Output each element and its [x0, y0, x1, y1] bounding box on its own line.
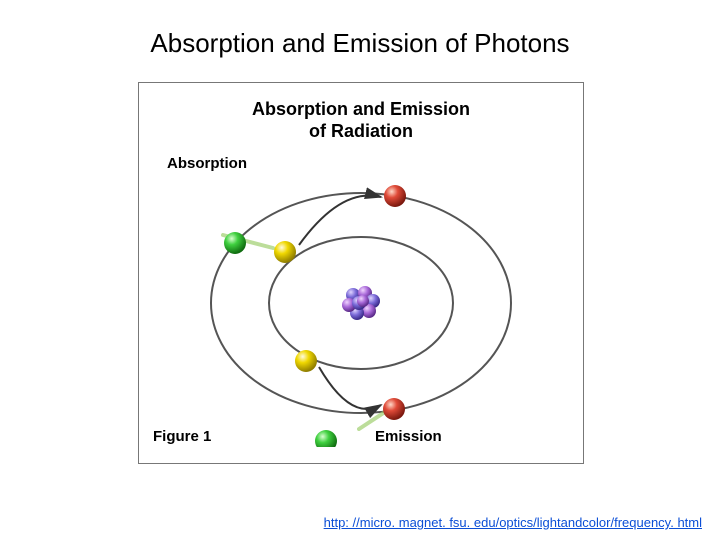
- slide-title: Absorption and Emission of Photons: [0, 28, 720, 59]
- figure-title-line2: of Radiation: [309, 121, 413, 141]
- figure-title: Absorption and Emission of Radiation: [139, 99, 583, 142]
- nucleus: [342, 286, 380, 320]
- electron-yellow-bottom: [295, 350, 317, 372]
- figure-title-line1: Absorption and Emission: [252, 99, 470, 119]
- figure-box: Absorption and Emission of Radiation Abs…: [138, 82, 584, 464]
- electron-red-top: [384, 185, 406, 207]
- electron-yellow-top: [274, 241, 296, 263]
- electron-green-top: [224, 232, 246, 254]
- source-link[interactable]: http: //micro. magnet. fsu. edu/optics/l…: [0, 515, 702, 530]
- emission-arrow: [319, 367, 381, 409]
- emission-label: Emission: [375, 428, 442, 445]
- figure-number-label: Figure 1: [153, 428, 211, 445]
- electron-red-bottom: [383, 398, 405, 420]
- slide: Absorption and Emission of Photons Absor…: [0, 0, 720, 540]
- electron-green-emitted: [315, 430, 337, 447]
- atom-diagram: [181, 147, 541, 447]
